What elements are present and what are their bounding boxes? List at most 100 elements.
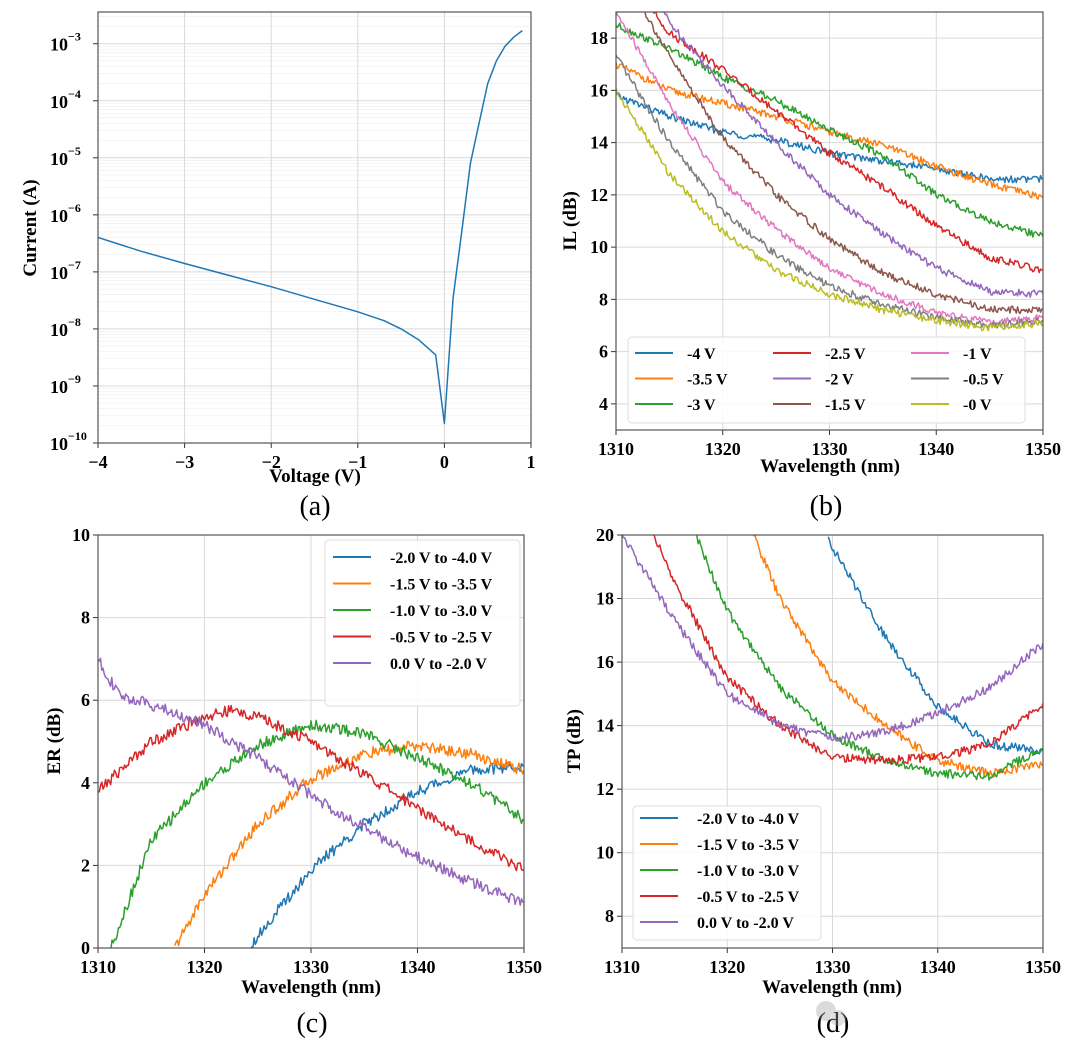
x-tick-label: 1340 [400, 957, 436, 977]
series-line--1V [616, 12, 1043, 326]
series-line--3.5V [616, 62, 1043, 200]
x-tick-label: −2 [262, 452, 281, 472]
y-tick-label: 10 [50, 149, 68, 169]
y-tick-exponent: −7 [68, 258, 81, 272]
legend-label: -1.0 V to -3.0 V [697, 863, 800, 880]
panel-b: 1310 1320 1330 1340 1350 4 6 8 10 12 14 16 18 Wavelen… [560, 11, 1061, 522]
legend-item: -0 V [911, 397, 992, 414]
x-tick-label: 1310 [604, 957, 640, 977]
y-tick-label: 10 [72, 525, 90, 545]
y-tick-label: 16 [596, 652, 614, 672]
y-tick-label: 8 [605, 906, 614, 926]
x-tick-label: 1320 [705, 439, 741, 459]
x-tick-label: 1320 [709, 957, 745, 977]
series-line--2.5V [652, 12, 1043, 274]
legend: -4 V -3.5 V -3 V -2.5 V -2 V -1.5 V -1 V -0.5 V… [627, 336, 1026, 424]
panel-label: (c) [296, 1008, 327, 1039]
wechat-logo-icon [816, 1001, 836, 1021]
legend-item: -0.5 V [911, 372, 1004, 389]
legend-label: -4 V [687, 346, 716, 363]
x-tick-label: 1350 [506, 957, 542, 977]
y-tick-label: 14 [590, 133, 608, 153]
y-tick-exponent: −9 [68, 372, 81, 386]
y-axis-label: ER (dB) [44, 707, 65, 774]
y-axis-label: IL (dB) [560, 191, 581, 251]
series-line--3V [616, 22, 1043, 238]
y-tick-label: 10 [50, 263, 68, 283]
legend-item: -1.5 V [773, 397, 866, 414]
panel-c: 1310 1320 1330 1340 1350 0 2 4 6 8 10 Wavelength (n… [44, 525, 542, 1039]
x-tick-label: 1330 [293, 957, 329, 977]
x-tick-label: 1310 [80, 957, 116, 977]
watermark [816, 1001, 846, 1026]
series-line--0.5Vto-2.5V [653, 535, 1043, 765]
legend-label: -2.5 V [825, 346, 866, 363]
y-tick-label: 10 [50, 92, 68, 112]
legend-item: -1.0 V to -3.0 V [640, 863, 800, 880]
legend-item: 0.0 V to -2.0 V [640, 915, 794, 932]
y-tick-exponent: −4 [68, 87, 81, 101]
y-tick-label: 6 [599, 342, 608, 362]
y-tick-exponent: −8 [68, 315, 81, 329]
legend-item: -1.5 V to -3.5 V [640, 837, 800, 854]
legend-box [324, 539, 521, 707]
legend-item: 0.0 V to -2.0 V [333, 656, 487, 673]
y-tick-exponent: −5 [68, 144, 81, 158]
legend-item: -0.5 V to -2.5 V [640, 889, 800, 906]
legend-label: -1.5 V to -3.5 V [697, 837, 800, 854]
x-tick-label: 0 [440, 452, 449, 472]
series-line--2V [663, 12, 1043, 298]
series-line--2.0Vto-4.0V [250, 762, 524, 948]
y-tick-label: 10 [50, 206, 68, 226]
y-axis-label: TP (dB) [564, 709, 585, 773]
wechat-logo-icon [830, 1010, 846, 1026]
y-tick-label: 20 [596, 525, 614, 545]
x-axis-label: Wavelength (nm) [760, 456, 900, 477]
x-tick-label: 1340 [920, 957, 956, 977]
x-tick-label: 1320 [187, 957, 223, 977]
series-line--1.0Vto-3.0V [110, 719, 524, 948]
legend-label: -0.5 V to -2.5 V [390, 630, 493, 647]
x-tick-label: 1330 [812, 439, 848, 459]
plot-frame [621, 534, 1044, 949]
y-tick-exponent: −10 [68, 429, 87, 443]
series-line--0.5Vto-2.5V [98, 704, 524, 872]
x-tick-label: −4 [88, 452, 107, 472]
y-tick-exponent: −3 [68, 30, 81, 44]
series-line--2.0Vto-4.0V [827, 536, 1043, 756]
legend-item: -2 V [773, 372, 854, 389]
y-tick-exponent: −6 [68, 201, 81, 215]
y-tick-label: 18 [590, 28, 608, 48]
panel-label: (a) [299, 491, 330, 522]
y-tick-label: 6 [81, 690, 90, 710]
y-tick-label: 12 [596, 779, 614, 799]
legend: -2.0 V to -4.0 V -1.5 V to -3.5 V -1.0 V t… [324, 539, 521, 707]
legend-label: -2.0 V to -4.0 V [390, 550, 493, 567]
legend-label: -0.5 V to -2.5 V [697, 889, 800, 906]
series-line-0.0Vto-2.0V [98, 657, 524, 906]
x-axis-label: Wavelength (nm) [241, 977, 381, 998]
legend-item: -0.5 V to -2.5 V [333, 630, 493, 647]
x-tick-label: 1330 [815, 957, 851, 977]
series-line--1.0Vto-3.0V [695, 535, 1043, 781]
y-tick-label: 8 [599, 289, 608, 309]
y-tick-label: 4 [81, 773, 90, 793]
x-axis-label: Voltage (V) [269, 466, 361, 487]
plot-frame [615, 11, 1044, 431]
legend-label: -2.0 V to -4.0 V [697, 811, 800, 828]
legend: -2.0 V to -4.0 V -1.5 V to -3.5 V -1.0 V t… [632, 805, 822, 941]
x-tick-label: 1 [527, 452, 536, 472]
series-line--4V [616, 92, 1043, 184]
y-axis-label: Current (A) [20, 179, 41, 276]
y-tick-label: 4 [599, 394, 608, 414]
legend-item: -3 V [635, 397, 716, 414]
series-line--1.5V [644, 12, 1043, 315]
y-tick-label: 0 [81, 938, 90, 958]
legend-box [632, 805, 822, 941]
x-tick-label: 1350 [1025, 957, 1061, 977]
panel-label: (d) [817, 1008, 850, 1039]
plot-frame [97, 534, 525, 949]
y-tick-label: 16 [590, 80, 608, 100]
